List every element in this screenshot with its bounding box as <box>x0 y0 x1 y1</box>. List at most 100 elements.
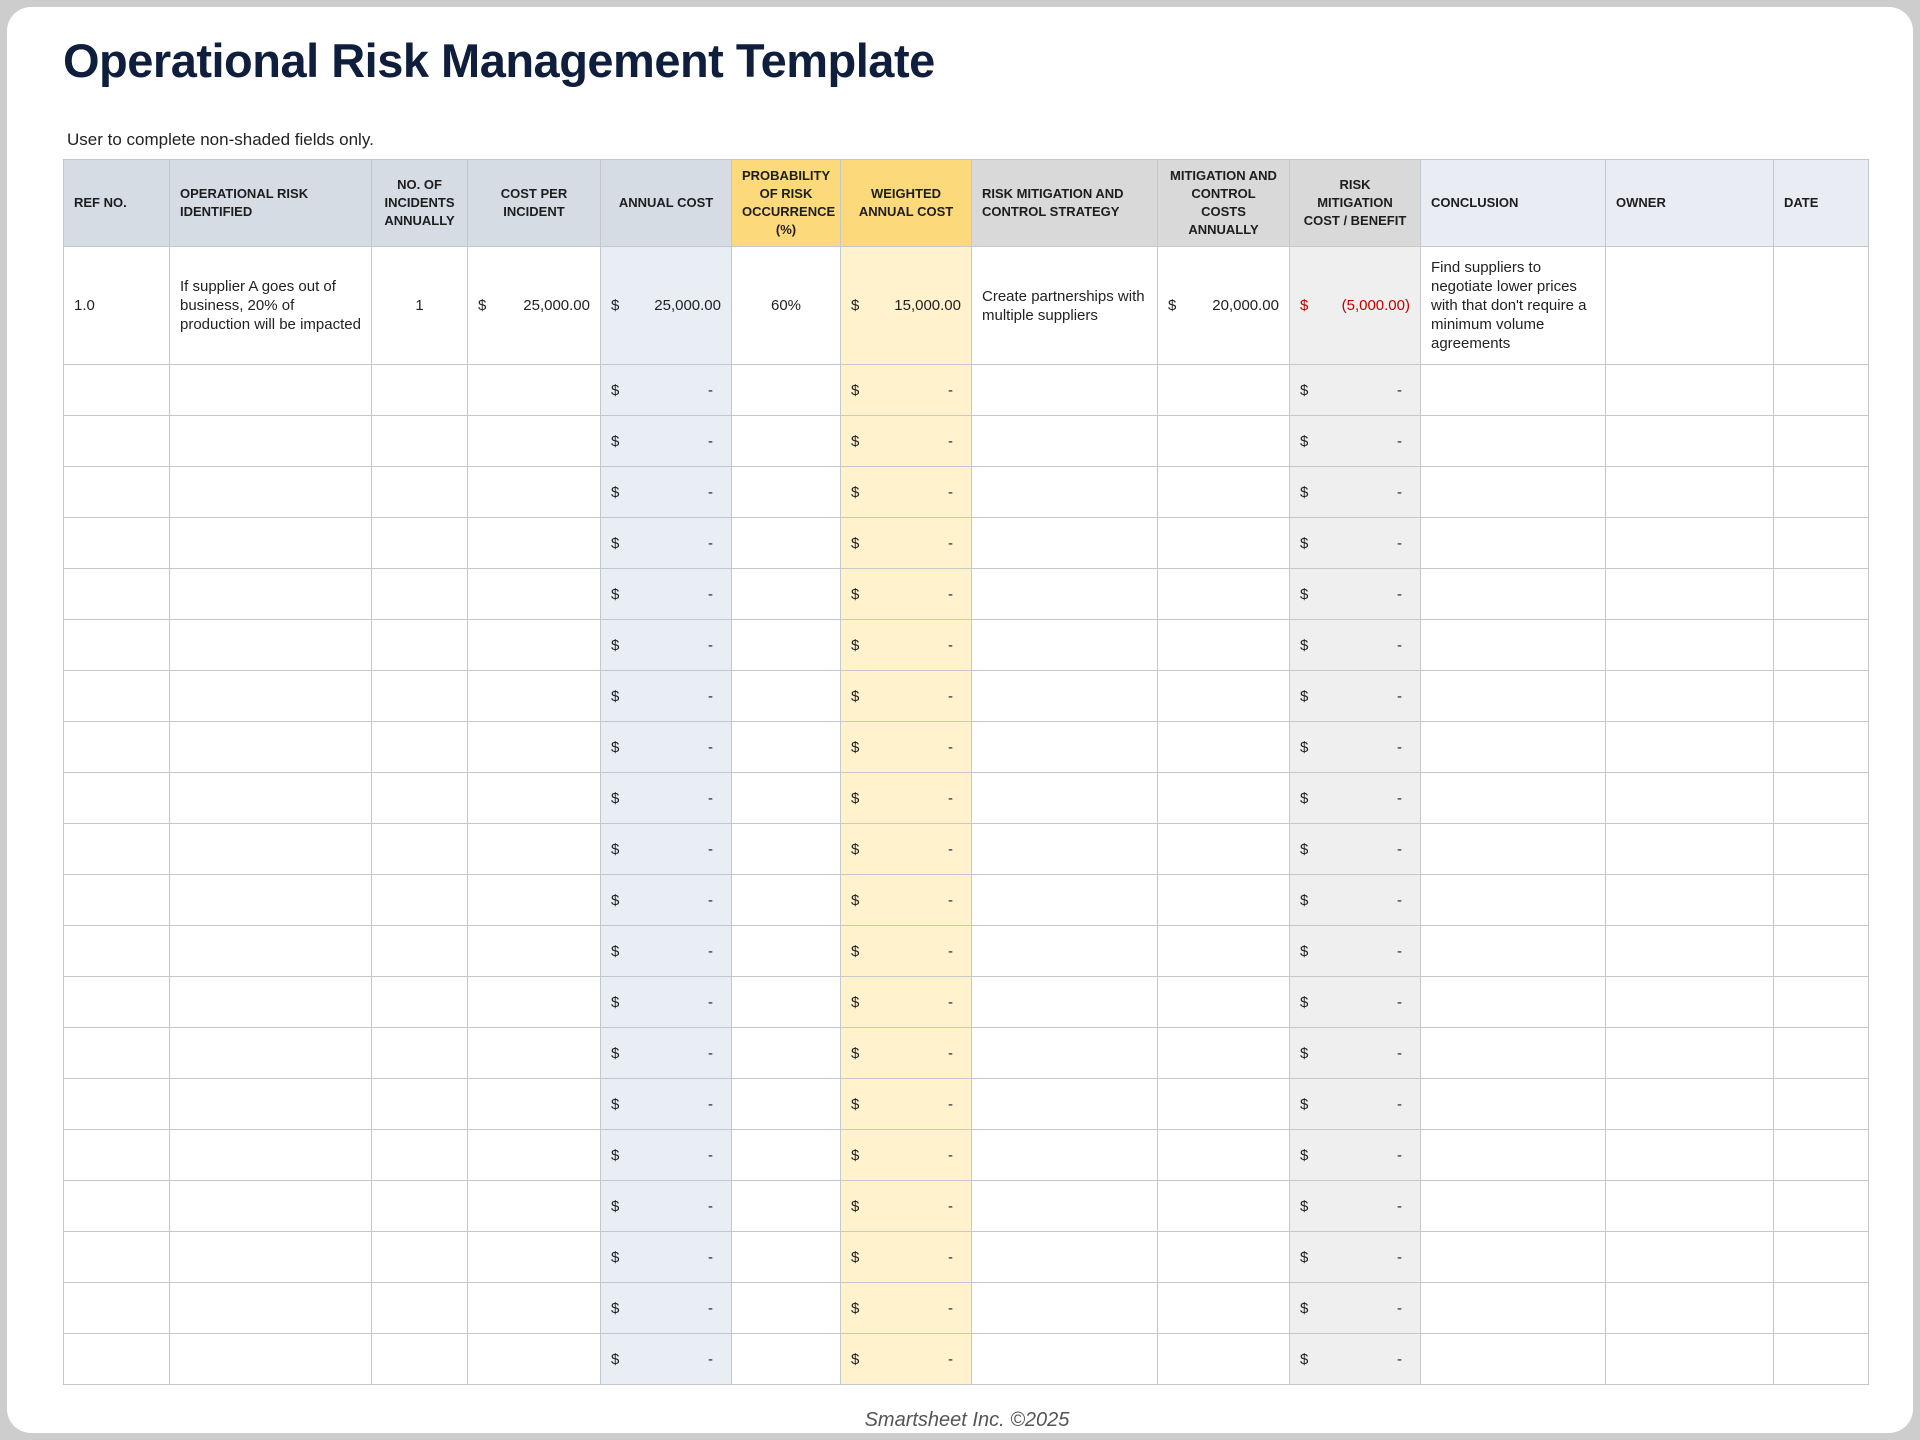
table-row: $ - $ - $ - <box>63 1180 1869 1232</box>
amount: - <box>948 432 953 450</box>
table-cell: $20,000.00 <box>1157 246 1290 365</box>
currency-symbol: $ <box>1300 789 1309 807</box>
currency-symbol: $ <box>851 1299 860 1317</box>
currency-cell: $ - <box>611 1299 721 1318</box>
currency-symbol: $ <box>851 636 860 654</box>
table-cell: $ - <box>840 415 972 467</box>
currency-symbol: $ <box>851 1248 860 1266</box>
table-cell: $ - <box>1289 1129 1421 1181</box>
table-cell <box>467 1078 601 1130</box>
table-cell <box>467 517 601 569</box>
table-cell: $ - <box>600 1027 732 1079</box>
table-cell <box>731 568 841 620</box>
table-cell <box>1605 364 1774 416</box>
table-cell: $ - <box>600 823 732 875</box>
table-cell: $ - <box>840 1027 972 1079</box>
amount: - <box>708 993 713 1011</box>
amount: - <box>948 738 953 756</box>
currency-symbol: $ <box>611 1044 620 1062</box>
amount: - <box>948 1044 953 1062</box>
table-cell <box>971 1180 1158 1232</box>
table-cell: $ - <box>600 721 732 773</box>
table-cell <box>1420 1078 1606 1130</box>
table-cell: $ - <box>600 1180 732 1232</box>
table-cell <box>169 364 372 416</box>
table-cell <box>63 1129 170 1181</box>
table-cell: $ - <box>840 874 972 926</box>
table-cell <box>467 466 601 518</box>
table-cell <box>1773 1129 1869 1181</box>
amount: - <box>1397 483 1402 501</box>
currency-symbol: $ <box>851 534 860 552</box>
table-cell <box>1157 670 1290 722</box>
table-cell <box>1157 517 1290 569</box>
amount: - <box>1397 840 1402 858</box>
amount: - <box>1397 1299 1402 1317</box>
amount: - <box>708 381 713 399</box>
table-cell <box>971 823 1158 875</box>
amount: - <box>948 636 953 654</box>
table-cell <box>1420 517 1606 569</box>
column-header: RISK MITIGATION AND CONTROL STRATEGY <box>971 159 1158 247</box>
footer: Smartsheet Inc. ©2025 <box>864 1409 1070 1431</box>
table-cell <box>1605 415 1774 467</box>
currency-cell: $ - <box>611 789 721 808</box>
currency-cell: $ - <box>611 1248 721 1267</box>
currency-cell: $20,000.00 <box>1168 296 1279 315</box>
currency-cell: $ - <box>1300 687 1410 706</box>
table-cell: $ - <box>1289 466 1421 518</box>
table-cell <box>1773 568 1869 620</box>
currency-symbol: $ <box>851 483 860 501</box>
currency-symbol: $ <box>851 297 860 314</box>
table-cell <box>371 1231 468 1283</box>
table-cell <box>63 517 170 569</box>
table-cell: $ - <box>840 1078 972 1130</box>
table-cell <box>371 823 468 875</box>
currency-cell: $ - <box>1300 993 1410 1012</box>
currency-symbol: $ <box>611 738 620 756</box>
table-cell: $ - <box>840 721 972 773</box>
currency-cell: $ - <box>851 381 961 400</box>
amount: - <box>948 585 953 603</box>
currency-cell: $ - <box>611 1146 721 1165</box>
table-cell <box>971 1333 1158 1385</box>
table-row: $ - $ - $ - <box>63 364 1869 416</box>
table-cell <box>731 466 841 518</box>
currency-symbol: $ <box>851 738 860 756</box>
title: Operational Risk Management Template <box>63 34 935 87</box>
currency-cell: $15,000.00 <box>851 296 961 315</box>
table-cell <box>1605 466 1774 518</box>
amount: - <box>708 891 713 909</box>
currency-symbol: $ <box>1300 1248 1309 1266</box>
amount: - <box>1397 1146 1402 1164</box>
table-cell <box>971 364 1158 416</box>
currency-cell: $ - <box>851 942 961 961</box>
currency-cell: $ - <box>611 636 721 655</box>
currency-cell: $ - <box>611 585 721 604</box>
table-cell: $ - <box>1289 1180 1421 1232</box>
amount: - <box>1397 1248 1402 1266</box>
table-cell <box>371 466 468 518</box>
amount: - <box>948 1248 953 1266</box>
table-cell <box>1605 619 1774 671</box>
table-cell <box>731 1282 841 1334</box>
table-cell: $ - <box>1289 1282 1421 1334</box>
table-row: $ - $ - $ - <box>63 568 1869 620</box>
currency-cell: $25,000.00 <box>611 296 721 315</box>
currency-cell: $ - <box>851 1197 961 1216</box>
amount: - <box>948 789 953 807</box>
table-cell <box>971 1027 1158 1079</box>
table-cell <box>1157 619 1290 671</box>
table-cell <box>63 925 170 977</box>
currency-cell: $ - <box>851 891 961 910</box>
table-cell <box>371 364 468 416</box>
currency-cell: $ - <box>611 1044 721 1063</box>
table-cell <box>1773 670 1869 722</box>
currency-symbol: $ <box>1300 297 1309 314</box>
table-row: $ - $ - $ - <box>63 874 1869 926</box>
amount: - <box>948 1197 953 1215</box>
table-cell: $ - <box>600 619 732 671</box>
table-cell: $ - <box>1289 925 1421 977</box>
table-row: $ - $ - $ - <box>63 772 1869 824</box>
table-cell <box>731 670 841 722</box>
